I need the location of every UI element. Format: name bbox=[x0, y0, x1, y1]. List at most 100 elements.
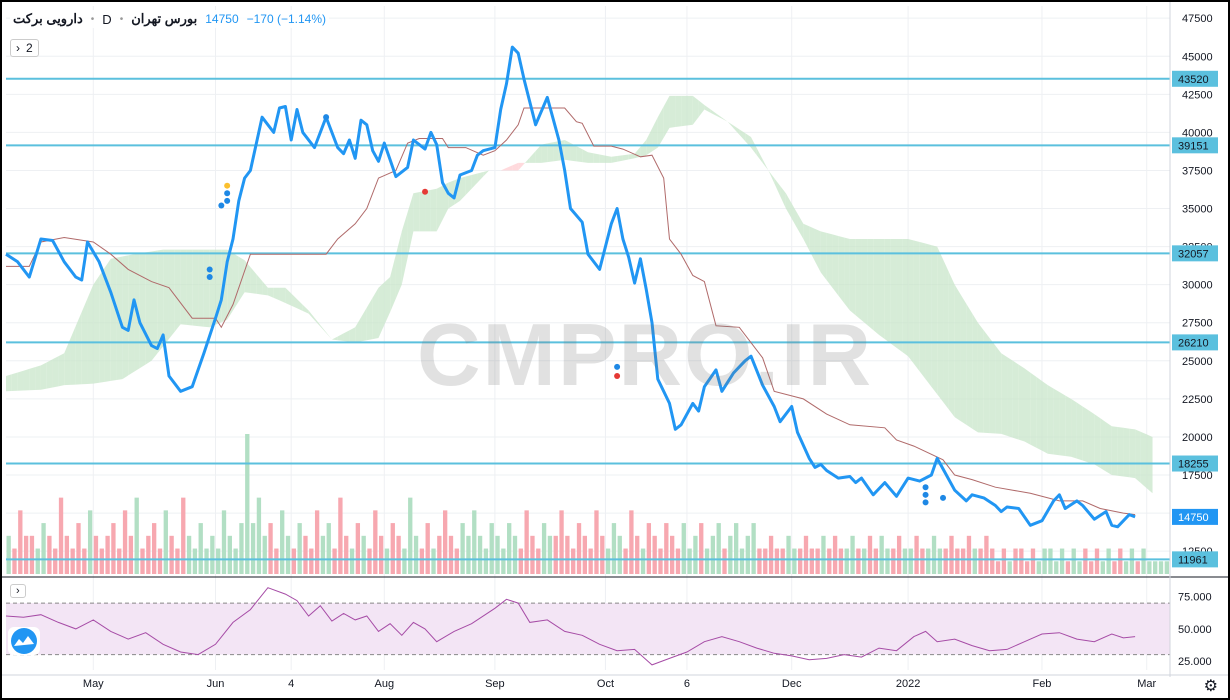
volume-bar bbox=[617, 535, 622, 574]
volume-bar bbox=[1042, 548, 1047, 574]
cloud-segment bbox=[35, 365, 41, 390]
cloud-segment bbox=[529, 151, 536, 163]
cloud-segment bbox=[1100, 418, 1106, 472]
cloud-segment bbox=[582, 149, 588, 163]
cloud-segment bbox=[686, 95, 693, 126]
cloud-segment bbox=[797, 213, 804, 239]
cloud-segment bbox=[1047, 385, 1054, 455]
volume-bar bbox=[82, 548, 87, 574]
kijun-line bbox=[6, 107, 1136, 516]
volume-bar bbox=[477, 535, 483, 574]
volume-bar bbox=[646, 523, 652, 574]
volume-bar bbox=[507, 523, 512, 574]
cloud-segment bbox=[1135, 429, 1141, 484]
cloud-segment bbox=[291, 293, 297, 309]
cloud-segment bbox=[227, 249, 233, 320]
cloud-segment bbox=[640, 140, 647, 157]
cloud-segment bbox=[81, 298, 88, 385]
volume-bar bbox=[443, 510, 448, 574]
cloud-segment bbox=[192, 249, 199, 327]
cloud-segment bbox=[553, 141, 559, 162]
volume-bar bbox=[739, 548, 745, 574]
volume-bar bbox=[413, 535, 419, 574]
volume-bar bbox=[1147, 561, 1152, 574]
x-tick-label: Aug bbox=[375, 678, 395, 690]
volume-bar bbox=[373, 510, 378, 574]
volume-bar bbox=[268, 523, 273, 574]
volume-bar bbox=[914, 535, 919, 574]
gear-icon[interactable]: ⚙ bbox=[1203, 678, 1218, 695]
volume-bar bbox=[367, 548, 372, 574]
volume-bar bbox=[611, 523, 617, 574]
level-label: 32057 bbox=[1178, 248, 1209, 260]
volume-bar bbox=[995, 561, 1001, 574]
signal-dot-blue bbox=[218, 202, 225, 209]
cloud-segment bbox=[698, 100, 705, 118]
volume-bar bbox=[12, 548, 17, 574]
volume-bar bbox=[221, 510, 227, 574]
y-tick-label: 35000 bbox=[1182, 204, 1213, 216]
cloud-segment bbox=[477, 171, 484, 183]
volume-bar bbox=[885, 548, 890, 574]
cloud-segment bbox=[657, 106, 664, 148]
volume-bar bbox=[728, 535, 733, 574]
volume-bar bbox=[216, 548, 221, 574]
cloud-segment bbox=[1065, 395, 1072, 457]
cloud-segment bbox=[756, 148, 763, 163]
cloud-segment bbox=[122, 255, 129, 380]
y-tick-label: 27500 bbox=[1182, 318, 1213, 330]
indicators-toggle-button[interactable]: › 2 bbox=[10, 39, 39, 57]
volume-bar bbox=[879, 535, 884, 574]
volume-bar bbox=[181, 497, 186, 574]
volume-bar bbox=[605, 548, 611, 574]
rsi-toggle-button[interactable]: › bbox=[10, 584, 26, 598]
volume-bar bbox=[454, 548, 459, 574]
volume-bar bbox=[332, 548, 337, 574]
cloud-segment bbox=[704, 104, 711, 113]
volume-bar bbox=[763, 548, 768, 574]
volume-bar bbox=[1025, 561, 1030, 574]
volume-bar bbox=[1135, 561, 1140, 574]
cloud-segment bbox=[52, 356, 59, 388]
volume-bar bbox=[594, 510, 599, 574]
volume-bar bbox=[582, 535, 587, 574]
cloud-segment bbox=[58, 353, 65, 387]
cloud-segment bbox=[1059, 392, 1066, 456]
cloud-segment bbox=[378, 282, 385, 338]
volume-bar bbox=[1030, 548, 1036, 574]
volume-bar bbox=[87, 510, 93, 574]
y-tick-label: 37500 bbox=[1182, 165, 1213, 177]
cloud-segment bbox=[762, 159, 769, 171]
brand-logo-icon[interactable] bbox=[8, 627, 40, 655]
volume-bar bbox=[862, 548, 867, 574]
volume-bar bbox=[803, 535, 809, 574]
x-tick-label: 2022 bbox=[896, 678, 920, 690]
signal-dot-blue bbox=[922, 484, 929, 491]
cloud-segment bbox=[1030, 372, 1037, 448]
volume-bar bbox=[472, 510, 477, 574]
volume-bar bbox=[349, 548, 355, 574]
cloud-segment bbox=[622, 154, 629, 161]
volume-bar bbox=[716, 523, 721, 574]
signal-dot-blue bbox=[922, 499, 929, 506]
cloud-segment bbox=[1012, 360, 1019, 440]
volume-bar bbox=[1141, 548, 1146, 574]
volume-bar bbox=[338, 497, 343, 574]
indicator-count: 2 bbox=[26, 41, 33, 55]
volume-bar bbox=[501, 548, 506, 574]
cloud-segment bbox=[541, 143, 548, 163]
cloud-segment bbox=[535, 144, 542, 163]
volume-bar bbox=[460, 523, 465, 574]
x-tick-label: May bbox=[83, 678, 104, 690]
cloud-segment bbox=[1094, 414, 1101, 468]
volume-bar bbox=[1036, 561, 1041, 574]
volume-bar bbox=[29, 535, 35, 574]
cloud-segment bbox=[145, 251, 152, 365]
signal-dot-blue bbox=[206, 274, 213, 281]
volume-bar bbox=[466, 535, 471, 574]
cloud-segment bbox=[75, 312, 82, 385]
cloud-segment bbox=[977, 322, 984, 433]
timeframe[interactable]: D bbox=[102, 11, 112, 27]
